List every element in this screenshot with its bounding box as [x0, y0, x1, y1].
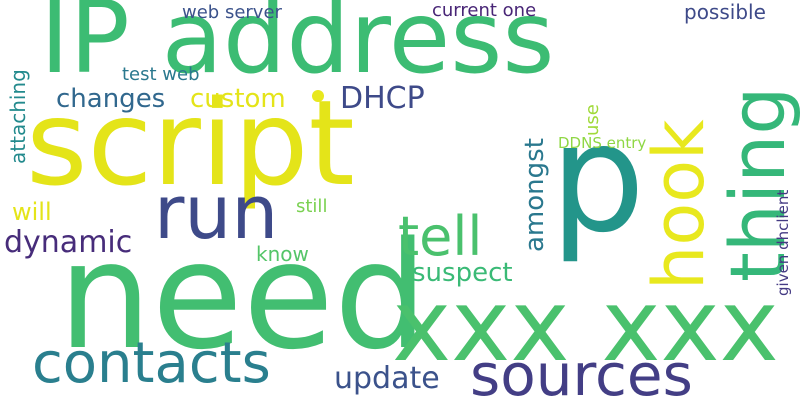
word-dynamic: dynamic	[4, 225, 133, 260]
word-p: p	[550, 92, 646, 266]
word-know: know	[256, 242, 309, 266]
decorative-dot	[312, 90, 324, 102]
word-contacts: contacts	[32, 331, 271, 396]
word-dhcp: DHCP	[340, 81, 425, 116]
word-attaching: attaching	[6, 69, 30, 164]
word-still: still	[296, 196, 328, 217]
word-given-dhclient: given dhclient	[774, 189, 792, 296]
word-ddns-entry: DDNS entry	[558, 134, 647, 152]
word-amongst: amongst	[520, 138, 550, 252]
word-use: use	[582, 104, 603, 136]
word-suspect: suspect	[412, 258, 513, 288]
word-possible: possible	[684, 0, 766, 24]
word-current-one: current one	[432, 0, 537, 21]
word-need: need	[58, 210, 428, 382]
word-test-web: test web	[122, 64, 200, 85]
word-sources: sources	[470, 341, 693, 400]
word-xxx-xxx: xxx xxx	[392, 267, 779, 384]
word-ip-address: IP address	[40, 0, 555, 96]
word-script: script	[26, 74, 355, 212]
word-will: will	[12, 198, 52, 226]
word-update: update	[334, 361, 440, 396]
word-tell: tell	[398, 205, 483, 268]
word-web-server: web server	[182, 2, 282, 23]
word-hook: hook	[638, 119, 720, 290]
word-changes: changes	[56, 84, 166, 114]
word-custom: custom	[190, 84, 286, 114]
word-run: run	[154, 170, 279, 256]
